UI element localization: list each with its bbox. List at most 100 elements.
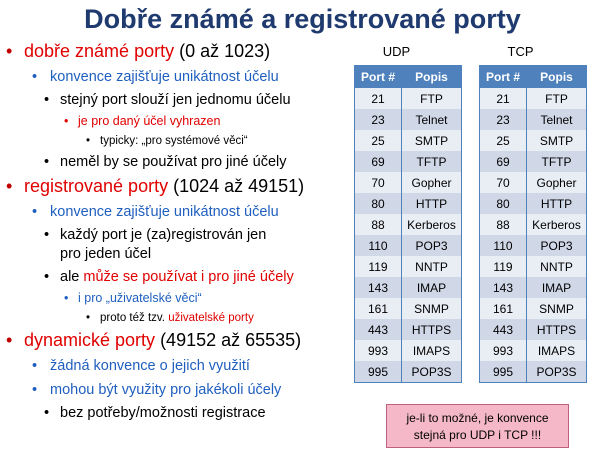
tcp-caption: TCP (507, 44, 534, 59)
bullet-text: každý port je (za)registrován jen pro je… (60, 227, 267, 262)
bullet-dot: • (32, 382, 38, 398)
bullet-text: konvence zajišťuje unikátnost účelu (50, 69, 279, 85)
port-number-cell: 119 (354, 256, 402, 277)
port-description-cell: POP3 (526, 235, 587, 256)
bullet-registered: • registrované porty (1024 až 49151) (6, 175, 351, 198)
port-description-cell: Telnet (526, 109, 587, 130)
column-header-description: Popis (401, 65, 462, 88)
table-row: 70 Gopher (354, 172, 462, 193)
bullet-wk-same-port: • stejný port slouží jen jednomu účelu (6, 91, 351, 110)
bullet-dot: • (44, 154, 50, 170)
term-well-known: dobře známé porty (24, 41, 175, 61)
note-line: je-li to možné, je konvence (406, 411, 549, 425)
column-header-description: Popis (526, 65, 587, 88)
table-row: 80 HTTP (354, 193, 462, 214)
port-description-cell: TFTP (526, 151, 587, 172)
port-number-cell: 69 (354, 151, 402, 172)
bullet-reg-user: • i pro „uživatelské věci“ (6, 290, 351, 307)
bullet-dynamic: • dynamické porty (49152 až 65535) (6, 329, 351, 352)
port-number-cell: 80 (354, 193, 402, 214)
table-row: 161 SNMP (479, 298, 587, 319)
port-number-cell: 110 (479, 235, 527, 256)
udp-port-table: Port # Popis 21 FTP 23 Telnet 25 SMTP 69 TFTP 70… (354, 65, 462, 383)
port-number-cell: 25 (354, 130, 402, 151)
port-description-cell: Kerberos (526, 214, 587, 235)
port-description-cell: SMTP (401, 130, 462, 151)
bullet-text: mohou být využity pro jakékoli účely (50, 382, 282, 398)
bullet-text: bez potřeby/možnosti registrace (60, 405, 266, 421)
port-description-cell: POP3S (401, 361, 462, 383)
convention-note: je-li to možné, je konvence stejná pro U… (386, 404, 569, 448)
table-row: 995 POP3S (479, 361, 587, 383)
table-row: 110 POP3 (479, 235, 587, 256)
port-number-cell: 995 (479, 361, 527, 383)
bullet-text: typicky: „pro systémové věci“ (100, 135, 248, 147)
port-number-cell: 995 (354, 361, 402, 383)
note-line: stejná pro UDP i TCP !!! (413, 428, 542, 442)
port-description-cell: HTTP (401, 193, 462, 214)
bullet-dot: • (44, 405, 50, 421)
bullet-text-highlight: může se používat i pro jiné účely (83, 269, 294, 285)
bullet-dot: • (6, 41, 13, 61)
port-number-cell: 443 (354, 319, 402, 340)
bullet-text: konvence zajišťuje unikátnost účelu (50, 204, 279, 220)
bullet-dyn-no-registration: • bez potřeby/možnosti registrace (6, 404, 351, 423)
bullet-dot: • (64, 114, 69, 128)
table-row: 119 NNTP (479, 256, 587, 277)
port-number-cell: 88 (354, 214, 402, 235)
bullet-text: žádná konvence o jejich využití (50, 358, 250, 374)
port-number-cell: 69 (479, 151, 527, 172)
port-number-cell: 110 (354, 235, 402, 256)
port-number-cell: 70 (354, 172, 402, 193)
table-row: 25 SMTP (354, 130, 462, 151)
table-row: 23 Telnet (354, 109, 462, 130)
port-number-cell: 23 (354, 109, 402, 130)
bullet-dot: • (32, 358, 38, 374)
bullet-reg-so-called: • proto též tzv. uživatelské porty (6, 310, 351, 326)
bullet-text-prefix: proto též tzv. (100, 312, 169, 324)
table-row: 88 Kerberos (479, 214, 587, 235)
table-row: 69 TFTP (479, 151, 587, 172)
port-description-cell: Gopher (401, 172, 462, 193)
bullet-text: neměl by se používat pro jiné účely (60, 154, 287, 170)
port-number-cell: 143 (354, 277, 402, 298)
bullet-wk-convention: • konvence zajišťuje unikátnost účelu (6, 68, 351, 87)
bullet-dot: • (32, 69, 38, 85)
port-number-cell: 143 (479, 277, 527, 298)
port-description-cell: SMTP (526, 130, 587, 151)
bullet-dot: • (32, 204, 38, 220)
port-description-cell: FTP (526, 87, 587, 109)
bullet-reg-each-port: • každý port je (za)registrován jen pro … (6, 226, 290, 264)
port-description-cell: IMAP (526, 277, 587, 298)
port-number-cell: 993 (354, 340, 402, 361)
port-number-cell: 21 (479, 87, 527, 109)
bullet-text-prefix: ale (60, 269, 84, 285)
range-well-known: (0 až 1023) (174, 41, 271, 61)
bullet-dot: • (44, 92, 50, 108)
bullet-text: je pro daný účel vyhrazen (78, 114, 221, 128)
bullet-wk-typically: • typicky: „pro systémové věci“ (6, 133, 351, 149)
term-registered: registrované porty (24, 176, 169, 196)
table-row: 143 IMAP (479, 277, 587, 298)
table-row: 443 HTTPS (479, 319, 587, 340)
bullet-dyn-any-purpose: • mohou být využity pro jakékoli účely (6, 381, 351, 400)
port-number-cell: 161 (479, 298, 527, 319)
bullet-well-known: • dobře známé porty (0 až 1023) (6, 40, 351, 63)
bullet-dyn-no-convention: • žádná konvence o jejich využití (6, 357, 351, 376)
table-row: 21 FTP (479, 87, 587, 109)
port-description-cell: NNTP (401, 256, 462, 277)
term-dynamic: dynamické porty (24, 330, 156, 350)
port-description-cell: IMAP (401, 277, 462, 298)
port-number-cell: 88 (479, 214, 527, 235)
bullet-text: stejný port slouží jen jednomu účelu (60, 92, 291, 108)
bullet-wk-reserved: • je pro daný účel vyhrazen (6, 113, 351, 130)
range-dynamic: (49152 až 65535) (155, 330, 302, 350)
port-number-cell: 25 (479, 130, 527, 151)
port-description-cell: SNMP (526, 298, 587, 319)
table-row: 23 Telnet (479, 109, 587, 130)
port-description-cell: HTTPS (526, 319, 587, 340)
bullet-dot: • (64, 291, 69, 305)
port-description-cell: NNTP (526, 256, 587, 277)
port-description-cell: HTTPS (401, 319, 462, 340)
port-description-cell: IMAPS (526, 340, 587, 361)
